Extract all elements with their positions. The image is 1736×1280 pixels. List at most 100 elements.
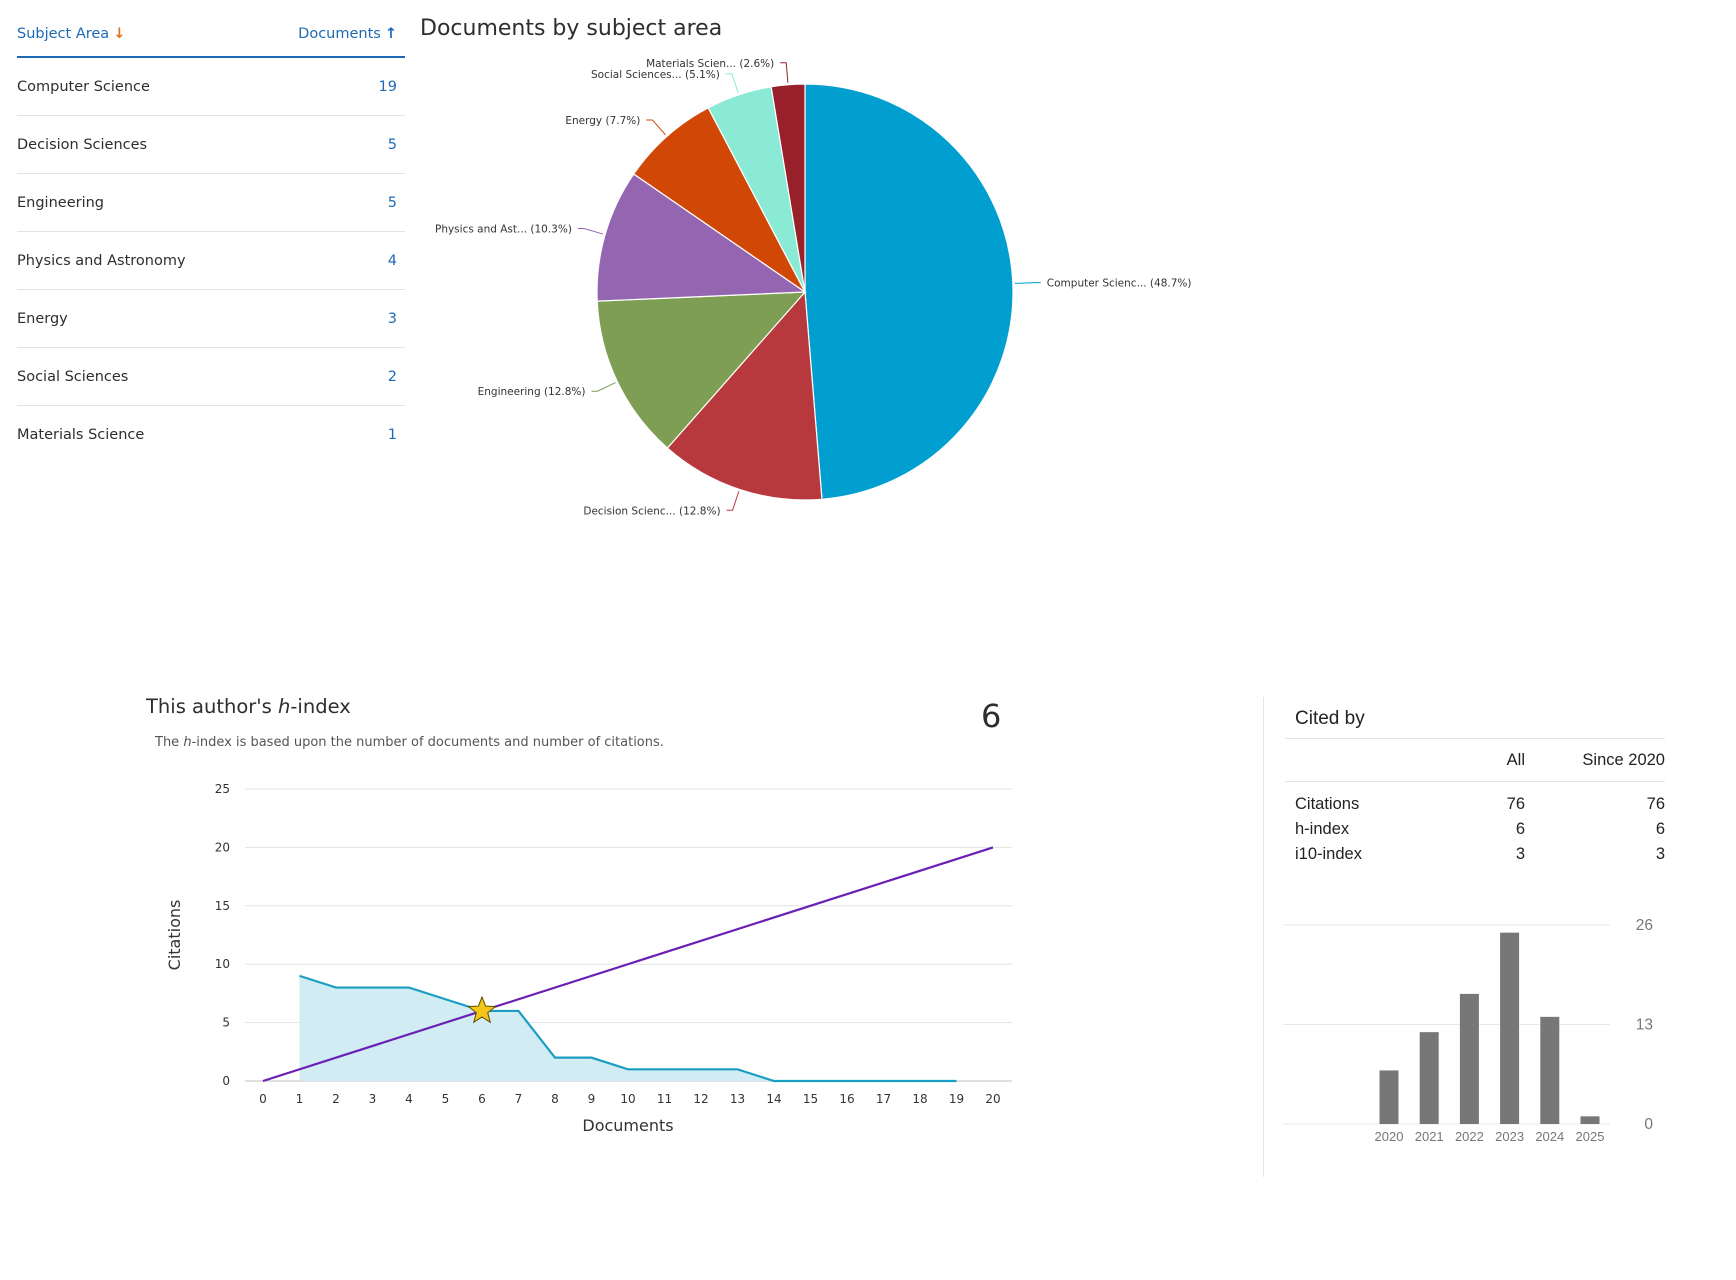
pie-label-connector — [1014, 282, 1041, 284]
table-row[interactable]: Materials Science 1 — [17, 406, 405, 463]
document-count[interactable]: 19 — [378, 78, 397, 95]
subject-name: Physics and Astronomy — [17, 252, 186, 269]
metric-since: 76 — [1646, 795, 1665, 813]
metric-all: 6 — [1515, 820, 1525, 838]
document-count[interactable]: 5 — [387, 136, 397, 153]
y-tick-label: 0 — [222, 1074, 230, 1088]
citations-area — [299, 975, 957, 1081]
cited-by-title: Cited by — [1285, 700, 1665, 739]
x-tick-label: 16 — [839, 1092, 854, 1106]
citations-line — [299, 974, 957, 1083]
pie-slice[interactable] — [666, 290, 823, 501]
metric-label: h-index — [1295, 820, 1350, 838]
x-tick-label: 12 — [693, 1092, 708, 1106]
metric-label: i10-index — [1295, 845, 1362, 863]
metric-since: 3 — [1655, 845, 1665, 863]
x-tick-label: 20 — [985, 1092, 1000, 1106]
metric-label: Citations — [1295, 795, 1360, 813]
cited-by-panel: Cited by All Since 2020 Citations 76 76 h-i… — [1285, 700, 1665, 867]
document-count[interactable]: 3 — [387, 310, 397, 327]
x-tick-label: 2023 — [1495, 1129, 1524, 1144]
x-tick-label: 13 — [730, 1092, 745, 1106]
subject-name: Social Sciences — [17, 368, 129, 385]
table-row[interactable]: Physics and Astronomy 4 — [17, 232, 405, 290]
x-tick-label: 2025 — [1576, 1129, 1605, 1144]
x-tick-label: 15 — [803, 1092, 818, 1106]
citation-bar[interactable] — [1379, 1070, 1399, 1124]
x-tick-label: 5 — [442, 1092, 450, 1106]
subject-name: Engineering — [17, 194, 104, 211]
h-index-star-marker — [467, 995, 497, 1024]
x-tick-label: 8 — [551, 1092, 559, 1106]
table-row[interactable]: Decision Sciences 5 — [17, 116, 405, 174]
x-tick-label: 10 — [620, 1092, 635, 1106]
x-tick-label: 11 — [657, 1092, 672, 1106]
pie-slice-label: Decision Scienc... (12.8%) — [583, 505, 720, 517]
x-tick-label: 4 — [405, 1092, 413, 1106]
table-header: Subject Area ↓ Documents ↑ — [17, 12, 405, 58]
y-tick-label: 5 — [222, 1016, 230, 1030]
pie-chart: Computer Scienc... (48.7%) Decision Scien… — [435, 58, 1192, 518]
cited-by-row: i10-index 3 3 — [1285, 842, 1665, 867]
cited-by-row: Citations 76 76 — [1285, 792, 1665, 817]
x-tick-label: 7 — [515, 1092, 523, 1106]
document-count[interactable]: 1 — [387, 426, 397, 443]
document-count[interactable]: 5 — [387, 194, 397, 211]
table-row[interactable]: Energy 3 — [17, 290, 405, 348]
subject-name: Decision Sciences — [17, 136, 148, 153]
h-index-diagonal — [262, 846, 994, 1083]
y-tick-label: 20 — [215, 840, 230, 854]
pie-slice[interactable] — [596, 173, 807, 302]
pie-slice[interactable] — [596, 291, 807, 449]
x-tick-label: 19 — [949, 1092, 964, 1106]
divider — [1263, 697, 1264, 1177]
table-row[interactable]: Social Sciences 2 — [17, 348, 405, 406]
document-count[interactable]: 4 — [387, 252, 397, 269]
table-row[interactable]: Engineering 5 — [17, 174, 405, 232]
pie-slice-label: Energy (7.7%) — [565, 115, 640, 127]
pie-slice-label: Physics and Ast... (10.3%) — [435, 224, 572, 236]
x-tick-label: 2021 — [1415, 1129, 1444, 1144]
y-tick-label: 0 — [1644, 1116, 1653, 1133]
citation-bar[interactable] — [1419, 1032, 1439, 1124]
table-row[interactable]: Computer Science 19 — [17, 58, 405, 116]
arrow-up-icon: ↑ — [384, 26, 397, 42]
pie-slice-label: Engineering (12.8%) — [478, 386, 586, 398]
x-tick-label: 18 — [912, 1092, 927, 1106]
subject-area-header: Subject Area — [17, 26, 110, 42]
pie-label-connector — [646, 119, 667, 136]
col-since: Since 2020 — [1582, 751, 1665, 769]
x-tick-label: 0 — [259, 1092, 267, 1106]
x-tick-label: 3 — [369, 1092, 377, 1106]
pie-slice[interactable] — [770, 83, 806, 293]
sort-documents-button[interactable]: Documents ↑ — [298, 26, 397, 42]
citation-bar[interactable] — [1500, 932, 1520, 1124]
citation-bar[interactable] — [1580, 1116, 1600, 1124]
y-tick-label: 13 — [1636, 1017, 1653, 1034]
citation-bar[interactable] — [1540, 1016, 1560, 1124]
hindex-title: This author's h-index — [146, 695, 351, 718]
metric-all: 3 — [1515, 845, 1525, 863]
x-tick-label: 1 — [296, 1092, 304, 1106]
pie-slice[interactable] — [804, 83, 1014, 500]
pie-label-connector — [726, 491, 740, 511]
y-tick-label: 26 — [1636, 917, 1653, 934]
document-count[interactable]: 2 — [387, 368, 397, 385]
citation-bar[interactable] — [1459, 993, 1479, 1124]
subject-name: Computer Science — [17, 78, 150, 95]
x-tick-label: 2020 — [1375, 1129, 1404, 1144]
sort-subject-area-button[interactable]: Subject Area ↓ — [17, 26, 125, 42]
pie-label-connector — [780, 62, 789, 83]
pie-slice-label: Materials Scien... (2.6%) — [646, 58, 774, 70]
pie-slice[interactable] — [632, 107, 806, 293]
x-tick-label: 17 — [876, 1092, 891, 1106]
col-all: All — [1506, 751, 1525, 769]
metric-since: 6 — [1655, 820, 1665, 838]
pie-label-connector — [591, 382, 616, 392]
cited-by-row: h-index 6 6 — [1285, 817, 1665, 842]
pie-label-connector — [577, 228, 604, 235]
cited-by-header: All Since 2020 — [1285, 739, 1665, 782]
pie-label-connector — [725, 73, 739, 94]
pie-slice-label: Social Sciences... (5.1%) — [591, 69, 720, 81]
y-tick-label: 15 — [215, 899, 230, 913]
